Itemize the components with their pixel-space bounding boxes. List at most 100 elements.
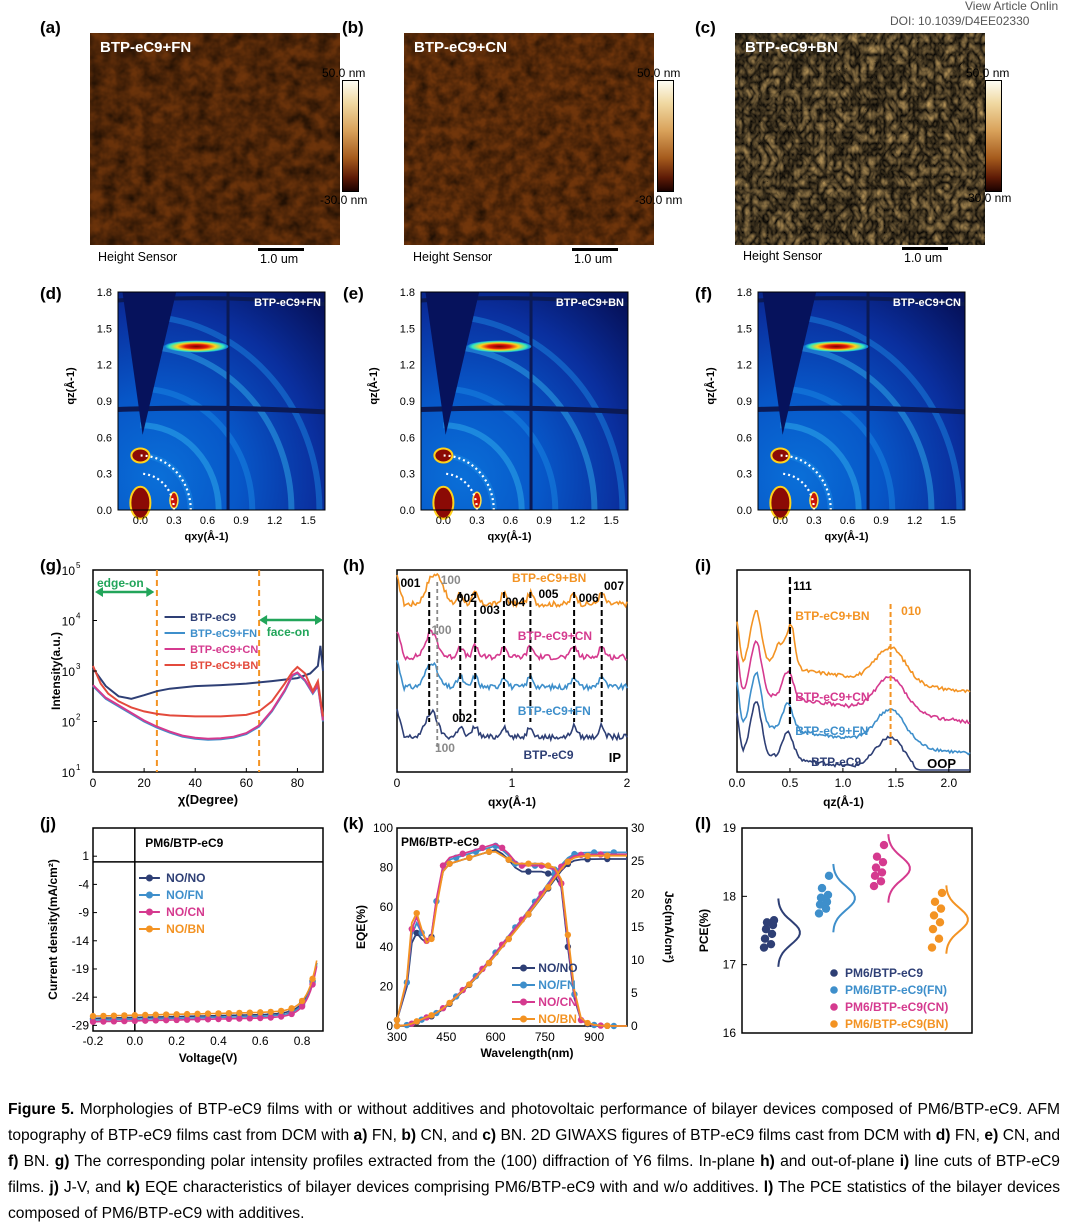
x-tick-label: 60 (240, 776, 254, 790)
y-tick-label: 0.3 (400, 469, 415, 481)
distribution-curve (832, 863, 856, 933)
jv-marker (162, 1016, 170, 1024)
giwaxs-plot-f: BTP-eC9+CN 0.0 0.3 0.6 0.9 1.2 1.5 1.8 0.0 0.3 0.6… (704, 287, 966, 543)
peak-label: 006 (579, 591, 599, 605)
pce-point (823, 890, 833, 900)
x-axis-label: χ(Degree) (178, 792, 238, 807)
detector-gap (866, 292, 870, 510)
legend-label: PM6/BTP-eC9(CN) (845, 1000, 948, 1014)
peak-label: 100 (435, 741, 455, 755)
y-tick-label: 0.0 (97, 505, 112, 517)
jsc-marker (466, 981, 473, 988)
integration-arc (140, 472, 176, 511)
legend-label: NO/BN (538, 1012, 577, 1026)
plot-frame (117, 291, 326, 511)
scalebar-label-a: 1.0 um (260, 252, 299, 266)
caption-ref: c) (482, 1127, 497, 1144)
y2-tick-label: 30 (631, 821, 645, 835)
jv-marker (173, 1011, 180, 1018)
scalebar-label-c: 1.0 um (904, 251, 943, 265)
y-tick-label: -24 (72, 990, 90, 1004)
afm-texture (90, 33, 340, 245)
jv-marker (267, 1014, 274, 1021)
y-tick-label: 100 (373, 821, 393, 835)
colorbar-min-a: -30.0 nm (320, 193, 368, 207)
x-tick-label: 40 (189, 776, 203, 790)
caption-text: CN, and (416, 1127, 483, 1144)
peak-label: 007 (604, 579, 624, 593)
series-label: BTP-eC9+FN (795, 724, 868, 738)
colorbar-b (657, 80, 674, 192)
caption-ref: k) (126, 1179, 140, 1196)
pce-point (821, 904, 831, 913)
y-tick-exponent: 2 (76, 713, 81, 722)
eqe-marker (393, 1016, 401, 1024)
x-tick-label: 0.3 (806, 515, 821, 527)
caption-text: BN. 2D GIWAXS figures of BTP-eC9 films c… (496, 1127, 936, 1144)
x-tick-label: 0.2 (168, 1034, 185, 1048)
pce-point (929, 911, 939, 920)
panel-label-c: (c) (695, 18, 716, 37)
legend-marker (830, 969, 838, 977)
jv-marker (194, 1016, 201, 1023)
pce-statistics-chart: PM6/BTP-eC9 PM6/BTP-eC9(FN) PM6/BTP-eC9(CN… (697, 821, 973, 1040)
jv-marker (110, 1018, 118, 1025)
x-tick-label: 1.2 (267, 515, 282, 527)
jv-marker (100, 1018, 107, 1025)
series-label: BTP-eC9+CN (518, 629, 592, 643)
beamstop-shadow (122, 292, 177, 435)
eqe-marker (498, 844, 506, 851)
y-tick-label: -14 (72, 934, 90, 948)
pce-point (869, 881, 879, 891)
eqe-marker (544, 862, 552, 869)
jsc-marker (428, 1012, 435, 1019)
colorbar-min-c: -30.0 nm (964, 191, 1012, 205)
caption-text: CN, and (998, 1127, 1060, 1144)
scalebar-a (258, 248, 304, 251)
pce-point (815, 900, 825, 909)
jv-curve (93, 960, 318, 1017)
y-tick-label: 0.9 (97, 396, 112, 408)
polar-intensity-chart: edge-on face-on BTP-eC9 BTP-eC9+FN BTP-eC9+C… (49, 562, 324, 807)
x-tick-label: 0.6 (252, 1034, 269, 1048)
jv-marker (142, 1011, 149, 1019)
y-tick-label: -29 (72, 1018, 90, 1032)
y2-axis-label: Jsc(mA/cm²) (662, 891, 675, 963)
legend-marker (520, 964, 527, 972)
x-axis-label: qxy(Å-1) (184, 530, 228, 543)
pce-point (761, 924, 771, 934)
view-article-link[interactable]: View Article Onlin (965, 0, 1059, 13)
caption-text: BN. (18, 1153, 55, 1170)
x-axis-label: Voltage(V) (179, 1051, 237, 1065)
x-tick-label: 0.0 (126, 1034, 143, 1048)
out-of-plane-linecut-chart: 111 010 BTP-eC9+BN BTP-eC9+CN BTP-eC9+FN BTP-… (729, 569, 971, 809)
x-tick-label: 80 (291, 776, 305, 790)
eqe-marker (525, 868, 532, 875)
legend-label: NO/FN (538, 978, 575, 992)
y-tick-label: 19 (723, 821, 737, 835)
jsc-marker (505, 935, 512, 943)
caption-text: The PCE statistics of the bilayer device… (8, 1179, 1061, 1222)
jv-chart: PM6/BTP-eC9 NO/NO NO/FN NO/CN NO/BN -0.2 0.0 0.… (46, 827, 324, 1065)
ip-tag: IP (609, 750, 622, 765)
afm-image-c: BTP-eC9+BN (735, 33, 985, 245)
afm-title-a: BTP-eC9+FN (100, 39, 192, 56)
pce-point (817, 883, 827, 893)
integration-arc (443, 472, 479, 511)
legend-marker (830, 986, 838, 994)
y-tick-exponent: 5 (76, 562, 81, 570)
y-tick-label: 1.5 (400, 323, 415, 335)
legend-marker (145, 874, 153, 882)
series-label: BTP-eC9+FN (518, 704, 591, 718)
colorbar-min-b: -30.0 nm (635, 193, 683, 207)
eqe-marker (446, 860, 453, 867)
y-tick-label: 0.6 (400, 432, 415, 444)
pce-point (878, 857, 888, 867)
beamstop-shadow (762, 292, 817, 435)
pce-point (870, 871, 880, 881)
y-tick-label: 20 (380, 979, 394, 993)
scattering-ring (443, 385, 559, 511)
jv-marker (131, 1017, 139, 1025)
jv-marker (100, 1012, 107, 1020)
face-on-label: face-on (267, 625, 310, 639)
